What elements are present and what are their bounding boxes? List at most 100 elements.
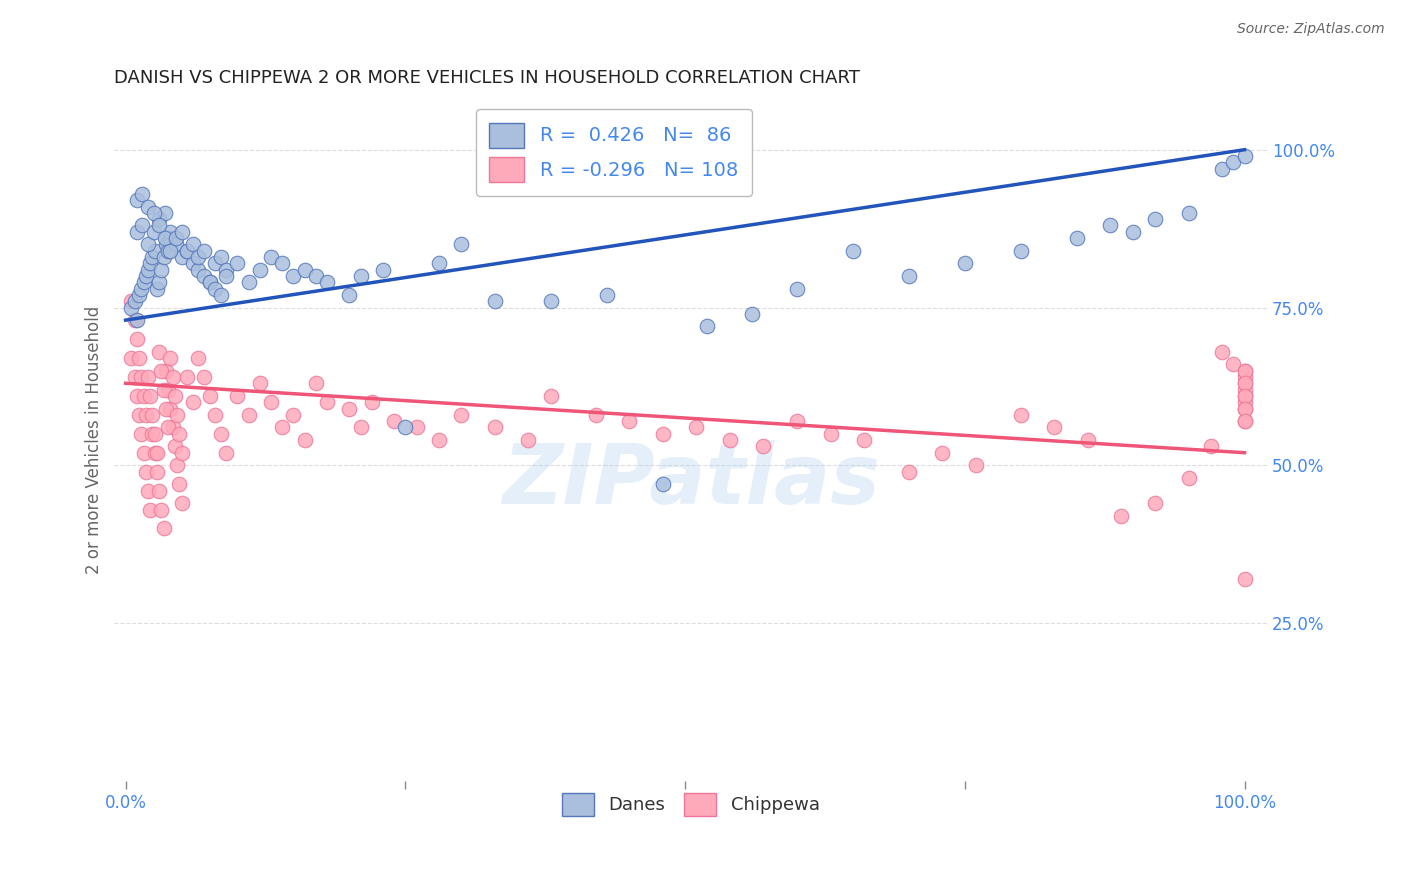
Point (120, 294, 142, 309)
Point (150, 262, 173, 277)
Point (1233, 401, 1256, 416)
Point (142, 225, 165, 239)
Point (143, 244, 166, 258)
Point (136, 200, 159, 214)
Point (159, 244, 181, 258)
Legend: Danes, Chippewa: Danes, Chippewa (554, 786, 827, 823)
Point (143, 446, 166, 460)
Point (169, 426, 191, 441)
Point (337, 288, 360, 302)
Point (484, 420, 506, 434)
Point (696, 319, 718, 334)
Point (294, 262, 316, 277)
Point (1143, 496, 1166, 510)
Point (283, 268, 305, 283)
Point (249, 376, 271, 391)
Point (135, 408, 157, 422)
Point (238, 275, 260, 289)
Point (148, 212, 170, 227)
Point (163, 389, 186, 403)
Point (1233, 389, 1256, 403)
Point (187, 351, 209, 365)
Point (198, 275, 221, 289)
Point (651, 426, 673, 441)
Point (596, 288, 619, 302)
Point (166, 408, 188, 422)
Point (260, 250, 283, 264)
Point (170, 225, 193, 239)
Point (128, 288, 150, 302)
Point (215, 268, 238, 283)
Point (181, 395, 204, 409)
Point (271, 256, 294, 270)
Point (152, 250, 174, 264)
Point (897, 268, 920, 283)
Point (136, 237, 159, 252)
Point (159, 351, 181, 365)
Point (1233, 376, 1256, 391)
Point (125, 332, 148, 346)
Point (1233, 414, 1256, 428)
Point (842, 244, 865, 258)
Point (853, 433, 876, 447)
Point (141, 426, 163, 441)
Point (152, 521, 174, 535)
Point (146, 282, 169, 296)
Point (153, 231, 176, 245)
Point (741, 307, 763, 321)
Point (165, 237, 187, 252)
Text: ZIPatlas: ZIPatlas (502, 441, 880, 522)
Point (316, 395, 339, 409)
Point (1233, 389, 1256, 403)
Point (129, 282, 152, 296)
Point (1233, 383, 1256, 397)
Point (517, 433, 540, 447)
Point (124, 313, 146, 327)
Point (1233, 395, 1256, 409)
Point (215, 446, 238, 460)
Point (170, 250, 193, 264)
Point (305, 376, 328, 391)
Y-axis label: 2 or more Vehicles in Household: 2 or more Vehicles in Household (86, 306, 103, 574)
Point (394, 420, 416, 434)
Point (1143, 212, 1166, 227)
Point (209, 250, 232, 264)
Point (786, 282, 808, 296)
Point (132, 446, 155, 460)
Point (1177, 206, 1199, 220)
Point (382, 414, 405, 428)
Point (120, 301, 142, 315)
Point (238, 408, 260, 422)
Point (181, 237, 204, 252)
Point (125, 313, 148, 327)
Point (148, 483, 170, 498)
Point (124, 370, 146, 384)
Point (786, 414, 808, 428)
Point (169, 477, 191, 491)
Point (198, 275, 221, 289)
Point (187, 250, 209, 264)
Point (141, 408, 163, 422)
Point (405, 420, 427, 434)
Point (150, 364, 173, 378)
Point (1233, 370, 1256, 384)
Point (128, 408, 150, 422)
Point (136, 262, 159, 277)
Point (349, 420, 371, 434)
Point (146, 465, 169, 479)
Point (1010, 408, 1032, 422)
Point (155, 401, 177, 416)
Point (125, 389, 148, 403)
Point (139, 389, 162, 403)
Point (484, 294, 506, 309)
Point (150, 502, 173, 516)
Point (153, 206, 176, 220)
Point (1099, 219, 1122, 233)
Point (226, 389, 249, 403)
Point (159, 401, 181, 416)
Point (1211, 161, 1233, 176)
Point (131, 219, 153, 233)
Point (162, 370, 184, 384)
Point (305, 268, 328, 283)
Point (165, 231, 187, 245)
